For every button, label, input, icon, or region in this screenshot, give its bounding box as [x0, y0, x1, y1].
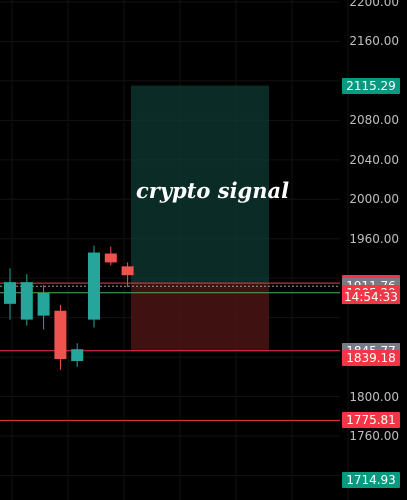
candle-body-3	[54, 310, 67, 360]
candle-body-6	[104, 253, 117, 263]
candle-body-2	[37, 292, 50, 316]
candle-body-1	[20, 282, 33, 320]
candle-body-5	[88, 252, 100, 320]
candle-body-7	[121, 266, 134, 276]
profit-zone	[131, 85, 269, 284]
risk-zone	[131, 283, 269, 351]
candle-body-4	[71, 349, 84, 362]
candle-body-0	[4, 282, 16, 304]
